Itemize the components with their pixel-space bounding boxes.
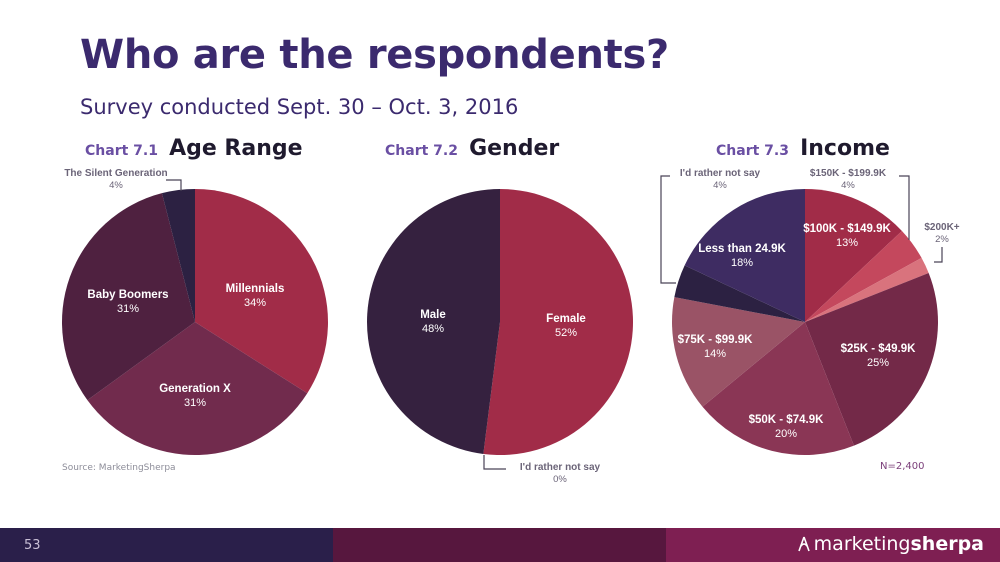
slice-label-150k-199-9k: $150K - $199.9K [810, 168, 887, 179]
chart-7-3-number: Chart 7.3 [716, 143, 789, 159]
slice-label-25k-49-9k: $25K - $49.9K [841, 343, 916, 355]
slice-value-less-than-24-9k: 18% [731, 257, 753, 269]
slice-value-baby-boomers: 31% [117, 303, 139, 315]
chart-7-2-number: Chart 7.2 [385, 143, 458, 159]
chart-7-3-title: Income [800, 136, 890, 161]
pie-slice-50k-74-9k [702, 322, 854, 456]
leader-line-3-1 [660, 175, 676, 284]
brand-name-part-1: marketing [813, 533, 911, 555]
slice-label-200k: $200K+ [924, 222, 959, 233]
leader-line-1-1 [166, 179, 182, 191]
page-title: Who are the respondents? [80, 32, 669, 78]
slice-label-millennials: Millennials [226, 283, 285, 295]
page-subtitle: Survey conducted Sept. 30 – Oct. 3, 2016 [80, 95, 519, 119]
pie-slice-less-than-24-9k [684, 189, 805, 322]
brand-logo: marketingsherpa [797, 533, 984, 555]
slice-label-i-d-rather-not-say: I'd rather not say [680, 168, 761, 179]
slice-value-generation-x: 31% [184, 397, 206, 409]
slice-value-female: 52% [555, 327, 577, 339]
pie-charts: Millennials 34% Generation X 31% Baby Boomer… [61, 168, 960, 485]
slice-label-generation-x: Generation X [159, 383, 231, 395]
slice-value-150k-199-9k: 4% [841, 180, 855, 191]
pie-slice-male [367, 189, 500, 454]
slice-label-50k-74-9k: $50K - $74.9K [749, 414, 824, 426]
chart-3-pie [672, 189, 938, 456]
chart-7-1-title: Age Range [169, 136, 303, 161]
chart-7-1-header: Chart 7.1 Age Range [85, 136, 303, 161]
pie-slice-female [483, 188, 634, 455]
slice-label-female: Female [546, 313, 586, 325]
slice-value-male: 48% [422, 323, 444, 335]
pie-slice-i-d-rather-not-say [674, 265, 805, 322]
source-note: Source: MarketingSherpa [62, 463, 176, 473]
slice-value-millennials: 34% [244, 297, 266, 309]
sherpa-logo-icon [797, 536, 810, 552]
chart-7-2-header: Chart 7.2 Gender [385, 136, 559, 161]
slice-value-200k: 2% [935, 234, 949, 245]
pie-slice-75k-99-9k [672, 297, 805, 407]
leader-line-3-3 [934, 247, 943, 263]
sample-size: N=2,400 [880, 461, 925, 472]
slice-label-i-d-rather-not-say: I'd rather not say [520, 462, 601, 473]
slice-label-the-silent-generation: The Silent Generation [64, 168, 167, 179]
pie-slice-baby-boomers [61, 193, 195, 401]
slice-value-100k-149-9k: 13% [836, 237, 858, 249]
slice-label-male: Male [420, 309, 446, 321]
slice-label-less-than-24-9k: Less than 24.9K [698, 243, 786, 255]
slice-label-75k-99-9k: $75K - $99.9K [678, 334, 753, 346]
pie-slice-millennials [195, 189, 329, 394]
chart-7-2-title: Gender [469, 136, 560, 161]
brand-name-part-2: sherpa [910, 533, 984, 555]
slice-label-baby-boomers: Baby Boomers [87, 289, 168, 301]
slice-value-i-d-rather-not-say: 4% [713, 180, 727, 191]
pie-slice-200k [805, 257, 929, 322]
slice-label-100k-149-9k: $100K - $149.9K [803, 223, 891, 235]
slice-value-25k-49-9k: 25% [867, 357, 889, 369]
pie-slice-the-silent-generation [161, 189, 195, 322]
chart-2-pie [367, 188, 634, 455]
chart-7-1-number: Chart 7.1 [85, 143, 158, 159]
pie-slice-generation-x [87, 322, 308, 456]
footer-bar: 53 marketingsherpa [0, 528, 1000, 562]
slice-value-75k-99-9k: 14% [704, 348, 726, 360]
pie-slice-25k-49-9k [805, 273, 938, 446]
leader-line-2-1 [483, 455, 506, 470]
pie-slice-150k-199-9k [805, 230, 922, 322]
chart-1-pie [61, 189, 329, 456]
slice-value-i-d-rather-not-say: 0% [553, 474, 567, 485]
slice-value-50k-74-9k: 20% [775, 428, 797, 440]
leader-line-3-2 [899, 175, 910, 240]
pie-slice-100k-149-9k [805, 189, 902, 322]
chart-7-3-header: Chart 7.3 Income [716, 136, 890, 161]
slice-value-the-silent-generation: 4% [109, 180, 123, 191]
page-number: 53 [24, 538, 41, 553]
